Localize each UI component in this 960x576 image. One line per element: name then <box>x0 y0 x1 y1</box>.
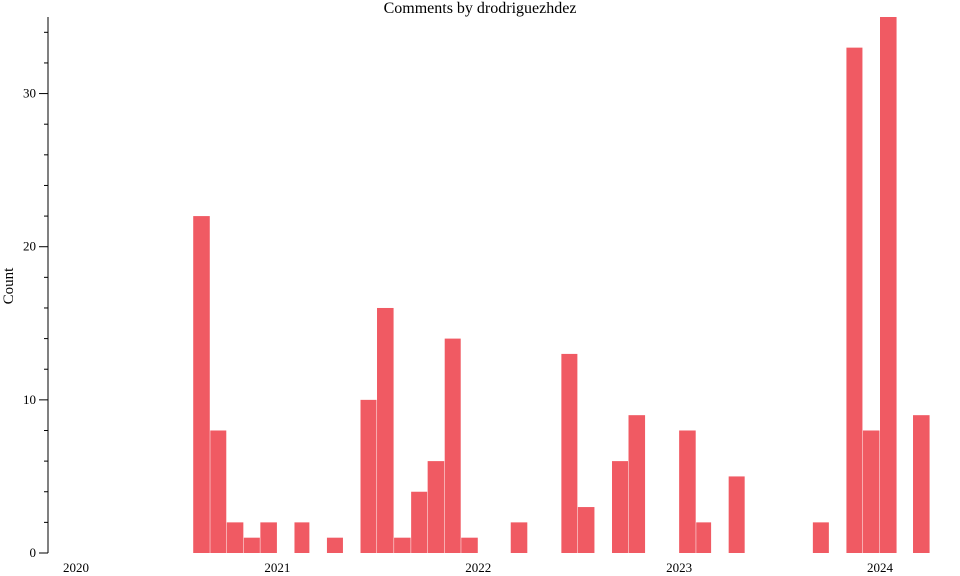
bar <box>913 415 930 553</box>
bar <box>427 461 445 553</box>
bar <box>880 17 897 553</box>
bar <box>577 507 595 553</box>
x-tick-label: 2021 <box>264 560 290 575</box>
bar <box>510 522 528 553</box>
bars-group <box>193 17 930 554</box>
bar <box>193 216 210 554</box>
bar <box>561 353 578 553</box>
bar <box>226 522 244 553</box>
bar <box>294 522 310 553</box>
bar <box>679 430 696 553</box>
x-tick-label: 2020 <box>63 560 89 575</box>
bar <box>812 522 829 553</box>
bar <box>210 430 227 553</box>
bar <box>326 537 343 553</box>
bar <box>243 537 260 553</box>
chart-title: Comments by drodriguezhdez <box>384 0 577 17</box>
y-axis-label: Count <box>1 267 17 305</box>
bar <box>612 461 629 553</box>
bar <box>377 307 394 553</box>
x-tick-label: 2024 <box>867 560 894 575</box>
y-tick-label: 0 <box>30 545 37 560</box>
bar <box>260 522 277 553</box>
x-tick-label: 2023 <box>666 560 692 575</box>
bar <box>696 522 712 553</box>
bar <box>444 338 461 553</box>
bar <box>628 415 646 553</box>
y-axis: 0 10 20 30 <box>23 17 49 560</box>
bar <box>461 537 478 553</box>
bar <box>846 47 863 553</box>
y-tick-label: 30 <box>23 86 36 101</box>
x-axis: 2020 2021 2022 2023 2024 <box>63 560 894 575</box>
bar <box>728 476 745 553</box>
x-tick-label: 2022 <box>465 560 491 575</box>
bar <box>411 491 428 553</box>
bar <box>862 430 880 553</box>
bar <box>394 537 411 553</box>
y-tick-label: 20 <box>23 239 36 254</box>
y-tick-label: 10 <box>23 392 36 407</box>
bar <box>360 399 377 553</box>
